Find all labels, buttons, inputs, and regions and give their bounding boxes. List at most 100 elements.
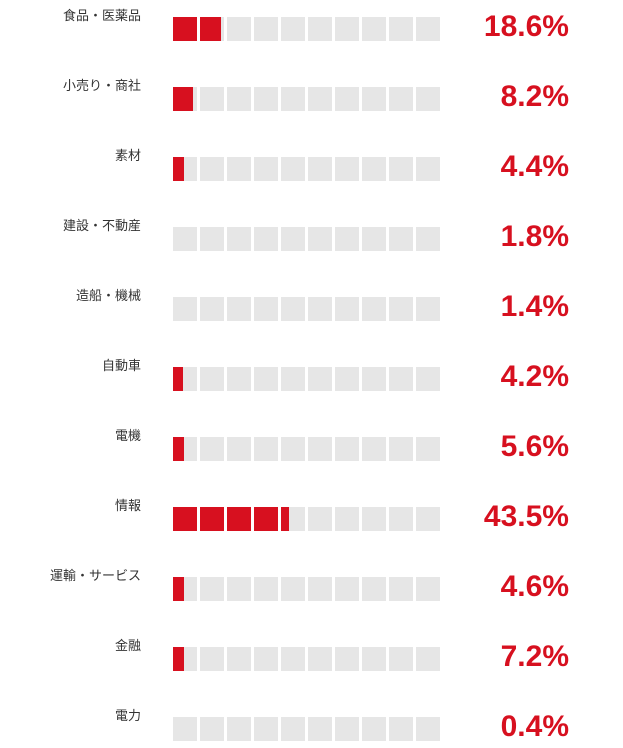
bar-cell: [308, 507, 332, 531]
bar-cell: [227, 157, 251, 181]
bar-row: 造船・機械 1.4%: [0, 287, 623, 327]
bar-cell: [362, 297, 386, 321]
bar: [173, 577, 441, 601]
bar-cell: [389, 157, 413, 181]
bar-cell: [173, 227, 197, 251]
value-label: 1.8%: [500, 220, 569, 253]
bar-cell: [254, 157, 278, 181]
bar-cell: [362, 367, 386, 391]
value-label: 4.4%: [500, 150, 569, 183]
bar-cell: [389, 647, 413, 671]
bar-cell: [389, 577, 413, 601]
bar-cell: [200, 297, 224, 321]
bar: [173, 157, 441, 181]
bar-cell: [227, 437, 251, 461]
bar: [173, 17, 441, 41]
category-label: 食品・医薬品: [62, 9, 141, 24]
bar-cell: [335, 367, 359, 391]
bar-fill: [173, 647, 184, 671]
bar-cell: [335, 227, 359, 251]
bar-cell: [389, 297, 413, 321]
bar: [173, 717, 441, 741]
bar-cell: [335, 17, 359, 41]
bar-cell: [362, 87, 386, 111]
value-label: 5.6%: [500, 430, 569, 463]
value-label: 1.4%: [500, 290, 569, 323]
bar-cell: [389, 367, 413, 391]
bar-cell: [227, 297, 251, 321]
bar-cell: [173, 717, 197, 741]
bar-cell: [254, 227, 278, 251]
bar-cell: [227, 647, 251, 671]
value-label: 8.2%: [500, 80, 569, 113]
bar-cell: [254, 577, 278, 601]
bar-cell: [281, 437, 305, 461]
bar-fill: [200, 17, 221, 41]
bar-cell: [308, 717, 332, 741]
bar-row: 建設・不動産 1.8%: [0, 217, 623, 257]
bar-cell: [281, 227, 305, 251]
value-label: 0.4%: [500, 710, 569, 743]
bar-row: 電力 0.4%: [0, 707, 623, 747]
bar-cell: [173, 297, 197, 321]
bar-cell: [173, 157, 197, 181]
bar-cell: [227, 717, 251, 741]
bar: [173, 227, 441, 251]
bar-cell: [173, 87, 197, 111]
bar-fill: [281, 507, 289, 531]
bar-cell: [281, 367, 305, 391]
bar-cell: [173, 577, 197, 601]
bar-cell: [227, 577, 251, 601]
bar-cell: [200, 367, 224, 391]
bar-fill: [173, 17, 197, 41]
bar-row: 素材 4.4%: [0, 147, 623, 187]
bar: [173, 507, 441, 531]
bar-cell: [200, 577, 224, 601]
bar-cell: [254, 297, 278, 321]
bar-cell: [362, 437, 386, 461]
bar-cell: [362, 17, 386, 41]
bar-cell: [227, 367, 251, 391]
bar-fill: [173, 437, 184, 461]
bar-cell: [335, 87, 359, 111]
bar-cell: [200, 227, 224, 251]
bar-cell: [173, 367, 197, 391]
bar-cell: [200, 157, 224, 181]
category-label: 金融: [114, 639, 141, 654]
bar-cell: [335, 437, 359, 461]
bar-fill: [173, 157, 184, 181]
bar-cell: [200, 87, 224, 111]
bar-cell: [308, 437, 332, 461]
bar-row: 自動車 4.2%: [0, 357, 623, 397]
category-label: 運輸・サービス: [49, 569, 141, 584]
bar-cell: [200, 437, 224, 461]
bar-cell: [200, 717, 224, 741]
bar-cell: [281, 717, 305, 741]
bar-cell: [416, 297, 440, 321]
value-label: 4.2%: [500, 360, 569, 393]
bar-cell: [281, 577, 305, 601]
bar-cell: [335, 647, 359, 671]
bar-cell: [281, 297, 305, 321]
bar-cell: [389, 17, 413, 41]
bar-fill: [200, 507, 224, 531]
bar-row: 金融 7.2%: [0, 637, 623, 677]
bar-cell: [227, 227, 251, 251]
bar-cell: [416, 577, 440, 601]
bar-cell: [389, 717, 413, 741]
category-label: 建設・不動産: [62, 219, 141, 234]
bar-row: 情報 43.5%: [0, 497, 623, 537]
bar-cell: [362, 647, 386, 671]
bar-cell: [254, 647, 278, 671]
value-label: 18.6%: [483, 10, 569, 43]
bar-cell: [281, 17, 305, 41]
bar-cell: [416, 87, 440, 111]
category-label: 造船・機械: [75, 289, 141, 304]
bar-fill: [254, 507, 278, 531]
bar-cell: [416, 507, 440, 531]
bar-cell: [200, 647, 224, 671]
bar-cell: [335, 577, 359, 601]
bar-cell: [227, 17, 251, 41]
bar-cell: [254, 367, 278, 391]
